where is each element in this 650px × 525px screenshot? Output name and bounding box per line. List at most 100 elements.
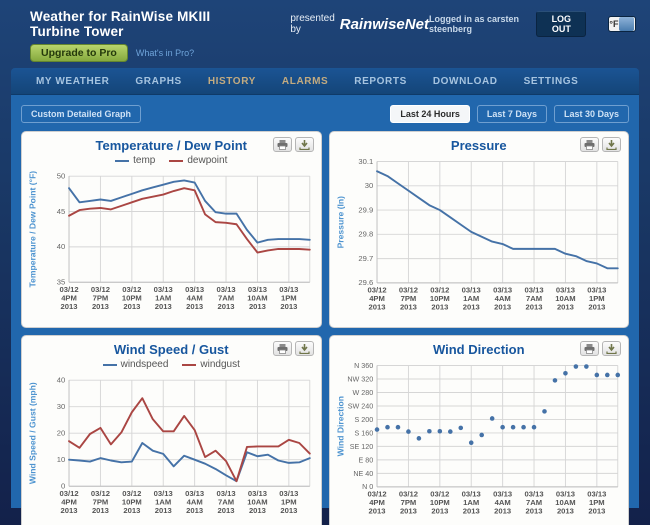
chart-title: Wind Direction	[432, 342, 525, 357]
wind-speed-gust-chart: 40 30 20 10 003/12 4PM 2013 03/12 7PM 2013 03/12 10…	[28, 376, 311, 515]
chart-title: Temperature / Dew Point	[95, 138, 247, 153]
svg-text:35: 35	[57, 278, 65, 287]
svg-text:50: 50	[57, 172, 65, 181]
legend-swatch-windspeed	[102, 363, 117, 366]
svg-text:N 0: N 0	[362, 483, 373, 491]
main-shell: MY WEATHER GRAPHS HISTORY ALARMS REPORTS…	[11, 68, 639, 525]
nav-item-alarms[interactable]: ALARMS	[281, 75, 329, 87]
svg-text:Temperature / Dew Point (°F): Temperature / Dew Point (°F)	[28, 171, 38, 288]
legend-label-windgust: windgust	[200, 359, 240, 370]
chart-grid: Temperature / Dew Point temp dewpoint 50…	[21, 131, 629, 525]
custom-detailed-graph-button[interactable]: Custom Detailed Graph	[21, 105, 142, 123]
legend-label-temp: temp	[133, 155, 156, 166]
print-icon[interactable]	[580, 137, 599, 152]
svg-text:Pressure (In): Pressure (In)	[335, 196, 345, 249]
toggle-knob-icon	[619, 17, 634, 31]
svg-text:29.7: 29.7	[358, 254, 373, 263]
svg-text:40: 40	[57, 242, 65, 251]
upgrade-to-pro-button[interactable]: Upgrade to Pro	[30, 44, 128, 62]
nav-item-my-weather[interactable]: MY WEATHER	[36, 75, 110, 87]
svg-text:29.6: 29.6	[358, 278, 373, 287]
svg-text:29.9: 29.9	[358, 205, 373, 214]
legend-swatch-temp	[115, 159, 130, 162]
print-icon[interactable]	[580, 341, 599, 356]
range-button-last-7-days[interactable]: Last 7 Days	[476, 105, 547, 123]
svg-text:S 200: S 200	[354, 416, 373, 424]
print-icon[interactable]	[272, 341, 292, 356]
whats-in-pro-link[interactable]: What's in Pro?	[135, 48, 195, 58]
svg-text:Wind Speed / Gust (mph): Wind Speed / Gust (mph)	[28, 382, 38, 484]
download-icon[interactable]	[602, 137, 621, 152]
svg-text:S 160: S 160	[354, 429, 373, 437]
unit-toggle[interactable]: °F	[608, 16, 636, 32]
svg-text:30.1: 30.1	[358, 157, 373, 166]
legend-swatch-dewpoint	[169, 159, 184, 162]
nav-item-history[interactable]: HISTORY	[207, 75, 256, 87]
download-icon[interactable]	[294, 341, 314, 356]
panel-wind-speed-gust: Wind Speed / Gust windspeed windgust 40 3…	[21, 335, 322, 525]
svg-text:SE 120: SE 120	[349, 443, 372, 451]
graph-toolbar: Custom Detailed Graph Last 24 Hours Last…	[21, 105, 629, 123]
range-button-last-30-days[interactable]: Last 30 Days	[553, 105, 629, 123]
svg-text:45: 45	[57, 207, 65, 216]
svg-text:10: 10	[57, 455, 65, 464]
legend-label-windspeed: windspeed	[120, 359, 169, 370]
svg-text:40: 40	[57, 376, 65, 385]
svg-text:30: 30	[57, 402, 65, 411]
page-title: Weather for RainWise MKIII Turbine Tower	[30, 9, 211, 39]
print-icon[interactable]	[272, 137, 292, 152]
content-area: Custom Detailed Graph Last 24 Hours Last…	[11, 95, 639, 525]
main-nav: MY WEATHER GRAPHS HISTORY ALARMS REPORTS…	[11, 68, 639, 95]
svg-text:NW 320: NW 320	[347, 375, 373, 383]
wind-direction-chart: N 360 NW 320 W 280 SW 240 S 200 S 160 SE 120 E …	[335, 362, 620, 516]
download-icon[interactable]	[294, 137, 314, 152]
chart-title: Pressure	[450, 138, 507, 153]
nav-item-download[interactable]: DOWNLOAD	[432, 75, 498, 87]
chart-title: Wind Speed / Gust	[113, 342, 229, 357]
brand-logo: RainwiseNet	[339, 15, 429, 33]
chart-legend: windspeed windgust	[27, 357, 316, 372]
logged-in-text: Logged in as carsten steenberg	[428, 14, 519, 34]
download-icon[interactable]	[602, 341, 621, 356]
pressure-chart: 30.1 30 29.9 29.8 29.7 29.603/12 4PM 2013 03/12 7…	[335, 157, 619, 312]
panel-wind-direction: Wind Direction N 360 NW 320 W 280 SW 240 S 2…	[328, 335, 629, 525]
range-button-last-24-hours[interactable]: Last 24 Hours	[390, 105, 470, 123]
presented-by-label: presented by	[290, 13, 335, 35]
nav-item-graphs[interactable]: GRAPHS	[135, 75, 182, 87]
svg-text:29.8: 29.8	[358, 230, 373, 239]
panel-pressure: Pressure 30.1 30 29.9 29.8 29.7 29.6 03/12 4PM 2…	[328, 131, 629, 328]
nav-item-settings[interactable]: SETTINGS	[523, 75, 579, 87]
unit-label: °F	[609, 19, 619, 29]
svg-text:N 360: N 360	[354, 362, 373, 370]
nav-item-reports[interactable]: REPORTS	[354, 75, 407, 87]
svg-text:NE 40: NE 40	[353, 470, 373, 478]
svg-text:E 80: E 80	[358, 456, 373, 464]
logout-button[interactable]: LOG OUT	[536, 11, 587, 37]
svg-text:W 280: W 280	[352, 389, 373, 397]
page-header: Weather for RainWise MKIII Turbine Tower…	[0, 0, 650, 68]
svg-text:0: 0	[61, 482, 65, 491]
